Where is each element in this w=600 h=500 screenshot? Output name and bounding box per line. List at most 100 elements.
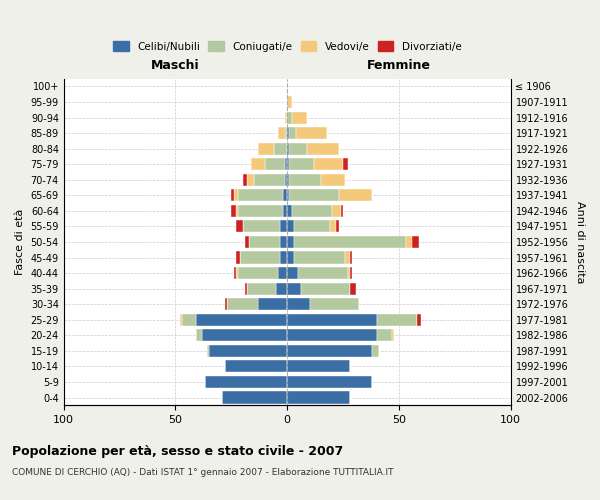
Bar bbox=[287, 127, 289, 139]
Y-axis label: Fasce di età: Fasce di età bbox=[15, 209, 25, 275]
Bar bbox=[202, 329, 287, 342]
Bar bbox=[350, 267, 352, 279]
Bar bbox=[258, 298, 287, 310]
Bar bbox=[287, 190, 289, 202]
Bar bbox=[338, 190, 372, 202]
Bar bbox=[314, 158, 343, 170]
Bar bbox=[278, 267, 287, 279]
Bar bbox=[294, 236, 406, 248]
Bar bbox=[332, 205, 341, 217]
Bar bbox=[287, 360, 350, 372]
Bar bbox=[287, 329, 377, 342]
Bar bbox=[283, 205, 287, 217]
Bar bbox=[301, 282, 350, 294]
Bar bbox=[283, 190, 287, 202]
Bar bbox=[196, 329, 202, 342]
Bar bbox=[236, 205, 238, 217]
Bar bbox=[287, 174, 289, 186]
Bar bbox=[236, 252, 240, 264]
Bar bbox=[417, 314, 421, 326]
Bar bbox=[310, 298, 359, 310]
Bar bbox=[287, 236, 294, 248]
Bar bbox=[276, 282, 287, 294]
Bar bbox=[321, 174, 345, 186]
Bar bbox=[285, 127, 287, 139]
Bar bbox=[285, 158, 287, 170]
Bar bbox=[247, 282, 276, 294]
Bar bbox=[412, 236, 419, 248]
Bar bbox=[180, 314, 182, 326]
Bar bbox=[289, 174, 321, 186]
Bar bbox=[350, 282, 356, 294]
Bar bbox=[245, 236, 249, 248]
Bar bbox=[287, 158, 289, 170]
Bar bbox=[372, 345, 379, 357]
Bar bbox=[280, 252, 287, 264]
Bar bbox=[307, 142, 338, 154]
Bar bbox=[233, 190, 238, 202]
Bar bbox=[343, 158, 347, 170]
Bar bbox=[294, 220, 329, 232]
Bar bbox=[280, 236, 287, 248]
Bar bbox=[287, 112, 292, 124]
Bar bbox=[329, 220, 337, 232]
Bar bbox=[289, 142, 307, 154]
Bar bbox=[207, 345, 209, 357]
Bar bbox=[227, 298, 258, 310]
Bar bbox=[238, 190, 283, 202]
Bar bbox=[224, 298, 227, 310]
Bar bbox=[242, 174, 247, 186]
Text: COMUNE DI CERCHIO (AQ) - Dati ISTAT 1° gennaio 2007 - Elaborazione TUTTITALIA.IT: COMUNE DI CERCHIO (AQ) - Dati ISTAT 1° g… bbox=[12, 468, 394, 477]
Bar bbox=[392, 329, 394, 342]
Bar bbox=[236, 267, 238, 279]
Bar bbox=[289, 127, 296, 139]
Bar bbox=[254, 174, 285, 186]
Bar bbox=[347, 267, 350, 279]
Bar bbox=[236, 220, 242, 232]
Bar bbox=[287, 252, 294, 264]
Bar bbox=[232, 190, 233, 202]
Bar bbox=[287, 96, 292, 108]
Bar bbox=[196, 314, 287, 326]
Bar bbox=[289, 158, 314, 170]
Bar bbox=[292, 205, 332, 217]
Legend: Celibi/Nubili, Coniugati/e, Vedovi/e, Divorziati/e: Celibi/Nubili, Coniugati/e, Vedovi/e, Di… bbox=[110, 38, 464, 54]
Bar bbox=[285, 112, 287, 124]
Bar bbox=[294, 252, 345, 264]
Bar bbox=[292, 112, 307, 124]
Bar bbox=[345, 252, 350, 264]
Bar bbox=[287, 314, 377, 326]
Bar bbox=[287, 345, 372, 357]
Bar bbox=[249, 236, 280, 248]
Bar bbox=[232, 205, 236, 217]
Bar bbox=[287, 376, 372, 388]
Bar bbox=[209, 345, 287, 357]
Bar bbox=[287, 220, 294, 232]
Bar bbox=[341, 205, 343, 217]
Bar bbox=[406, 236, 412, 248]
Bar bbox=[205, 376, 287, 388]
Bar bbox=[280, 220, 287, 232]
Bar bbox=[296, 127, 328, 139]
Bar bbox=[287, 298, 310, 310]
Bar bbox=[258, 142, 274, 154]
Bar bbox=[377, 329, 392, 342]
Bar bbox=[287, 392, 350, 404]
Bar bbox=[274, 142, 287, 154]
Bar bbox=[233, 267, 236, 279]
Bar bbox=[247, 174, 254, 186]
Bar bbox=[242, 220, 280, 232]
Bar bbox=[289, 190, 338, 202]
Bar bbox=[223, 392, 287, 404]
Bar bbox=[182, 314, 196, 326]
Bar bbox=[238, 205, 283, 217]
Bar bbox=[251, 158, 265, 170]
Text: Maschi: Maschi bbox=[151, 59, 200, 72]
Bar bbox=[287, 282, 301, 294]
Bar bbox=[238, 267, 278, 279]
Y-axis label: Anni di nascita: Anni di nascita bbox=[575, 200, 585, 283]
Bar bbox=[245, 282, 247, 294]
Bar bbox=[278, 127, 285, 139]
Bar bbox=[377, 314, 417, 326]
Bar bbox=[285, 174, 287, 186]
